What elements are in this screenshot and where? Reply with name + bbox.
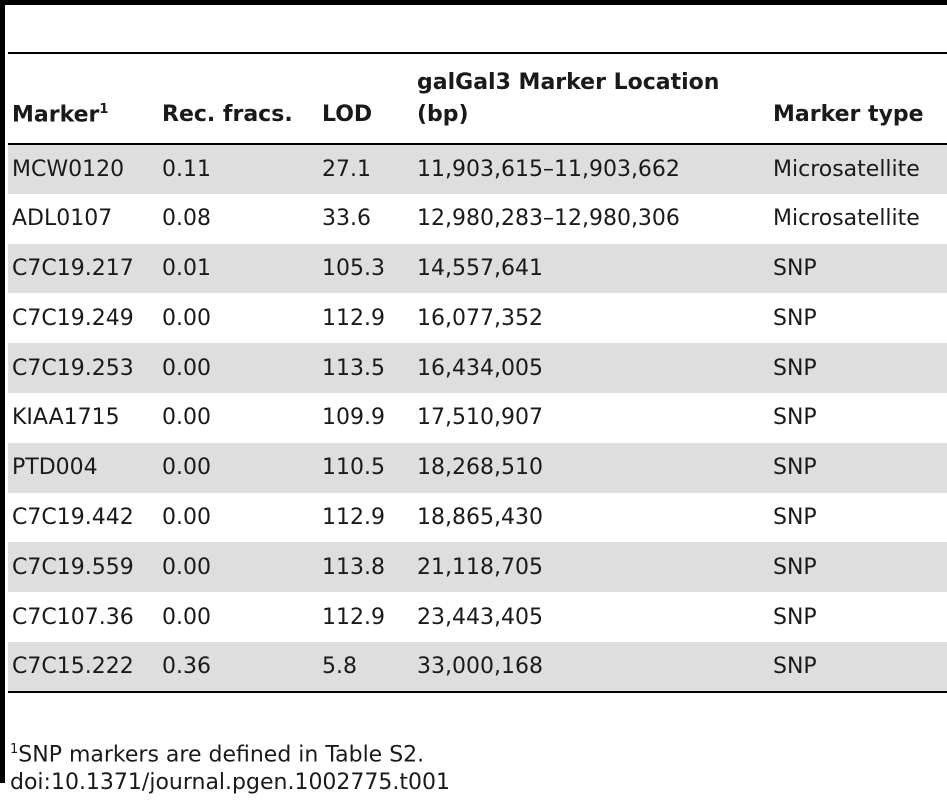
- table-header-row: Marker1 Rec. fracs. LOD galGal3 Marker L…: [8, 65, 947, 145]
- table-row: C7C19.217 0.01 105.3 14,557,641 SNP: [8, 243, 947, 294]
- cell-location: 18,865,430: [413, 492, 769, 543]
- cell-marker: C7C19.253: [8, 343, 158, 393]
- cell-location: 18,268,510: [413, 442, 769, 493]
- table-row: C7C19.559 0.00 113.8 21,118,705 SNP: [8, 542, 947, 593]
- footnote-mark: 1: [10, 742, 19, 757]
- cell-marker-type: SNP: [769, 392, 947, 443]
- left-border-rule: [0, 0, 5, 783]
- cell-location: 23,443,405: [413, 592, 769, 642]
- header-marker: Marker1: [8, 65, 158, 145]
- cell-lod: 112.9: [318, 293, 413, 344]
- cell-location: 17,510,907: [413, 392, 769, 443]
- cell-marker-type: SNP: [769, 442, 947, 493]
- cell-location: 14,557,641: [413, 243, 769, 294]
- cell-marker-type: SNP: [769, 592, 947, 642]
- header-lod: LOD: [318, 65, 413, 145]
- cell-lod: 112.9: [318, 492, 413, 543]
- cell-rec-fracs: 0.00: [158, 592, 318, 642]
- cell-marker-type: SNP: [769, 641, 947, 693]
- table-row: C7C15.222 0.36 5.8 33,000,168 SNP: [8, 641, 947, 693]
- table-row: KIAA1715 0.00 109.9 17,510,907 SNP: [8, 392, 947, 443]
- table-row: ADL0107 0.08 33.6 12,980,283–12,980,306 Micr…: [8, 193, 947, 244]
- cell-rec-fracs: 0.00: [158, 293, 318, 344]
- table-row: C7C107.36 0.00 112.9 23,443,405 SNP: [8, 592, 947, 642]
- header-marker-type: Marker type: [769, 65, 947, 145]
- cell-marker: MCW0120: [8, 144, 158, 194]
- top-border-rule: [0, 0, 947, 5]
- table-row: C7C19.249 0.00 112.9 16,077,352 SNP: [8, 293, 947, 344]
- cell-rec-fracs: 0.00: [158, 492, 318, 543]
- cell-lod: 109.9: [318, 392, 413, 443]
- cell-marker: C7C19.559: [8, 542, 158, 593]
- cell-lod: 105.3: [318, 243, 413, 294]
- table-top-rule: [8, 52, 947, 54]
- cell-rec-fracs: 0.00: [158, 542, 318, 593]
- cell-marker: C7C107.36: [8, 592, 158, 642]
- cell-marker-type: SNP: [769, 343, 947, 393]
- header-location: galGal3 Marker Location (bp): [413, 65, 769, 145]
- cell-location: 33,000,168: [413, 641, 769, 693]
- cell-marker-type: Microsatellite: [769, 193, 947, 244]
- table-row: MCW0120 0.11 27.1 11,903,615–11,903,662 Micr…: [8, 144, 947, 194]
- cell-marker: KIAA1715: [8, 392, 158, 443]
- cell-marker: C7C19.249: [8, 293, 158, 344]
- cell-lod: 110.5: [318, 442, 413, 493]
- table-row: PTD004 0.00 110.5 18,268,510 SNP: [8, 442, 947, 493]
- cell-marker: C7C15.222: [8, 641, 158, 693]
- cell-location: 12,980,283–12,980,306: [413, 193, 769, 244]
- cell-marker-type: SNP: [769, 492, 947, 543]
- cell-marker: PTD004: [8, 442, 158, 493]
- doi-line: doi:10.1371/journal.pgen.1002775.t001: [10, 770, 451, 795]
- cell-location: 21,118,705: [413, 542, 769, 593]
- cell-marker-type: SNP: [769, 243, 947, 294]
- cell-marker: C7C19.442: [8, 492, 158, 543]
- cell-lod: 113.5: [318, 343, 413, 393]
- cell-rec-fracs: 0.01: [158, 243, 318, 294]
- cell-marker: ADL0107: [8, 193, 158, 244]
- cell-marker-type: SNP: [769, 293, 947, 344]
- cell-marker-type: Microsatellite: [769, 144, 947, 194]
- cell-location: 11,903,615–11,903,662: [413, 144, 769, 194]
- header-rec-fracs: Rec. fracs.: [158, 65, 318, 145]
- footnote-text: SNP markers are defined in Table S2.: [18, 742, 425, 768]
- cell-lod: 27.1: [318, 144, 413, 194]
- cell-rec-fracs: 0.11: [158, 144, 318, 194]
- cell-lod: 113.8: [318, 542, 413, 593]
- cell-lod: 112.9: [318, 592, 413, 642]
- cell-rec-fracs: 0.08: [158, 193, 318, 244]
- cell-lod: 5.8: [318, 641, 413, 693]
- table-footnote: 1SNP markers are defined in Table S2.: [10, 733, 424, 772]
- cell-marker-type: SNP: [769, 542, 947, 593]
- cell-location: 16,434,005: [413, 343, 769, 393]
- cell-rec-fracs: 0.00: [158, 392, 318, 443]
- marker-linkage-table: Marker1 Rec. fracs. LOD galGal3 Marker L…: [8, 65, 947, 693]
- cell-rec-fracs: 0.36: [158, 641, 318, 693]
- cell-rec-fracs: 0.00: [158, 343, 318, 393]
- table-row: C7C19.253 0.00 113.5 16,434,005 SNP: [8, 343, 947, 393]
- table-row: C7C19.442 0.00 112.9 18,865,430 SNP: [8, 492, 947, 543]
- cell-lod: 33.6: [318, 193, 413, 244]
- header-marker-footnote-ref: 1: [99, 101, 109, 117]
- cell-location: 16,077,352: [413, 293, 769, 344]
- cell-marker: C7C19.217: [8, 243, 158, 294]
- cell-rec-fracs: 0.00: [158, 442, 318, 493]
